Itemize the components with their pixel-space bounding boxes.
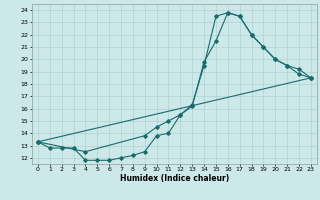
X-axis label: Humidex (Indice chaleur): Humidex (Indice chaleur) xyxy=(120,174,229,183)
